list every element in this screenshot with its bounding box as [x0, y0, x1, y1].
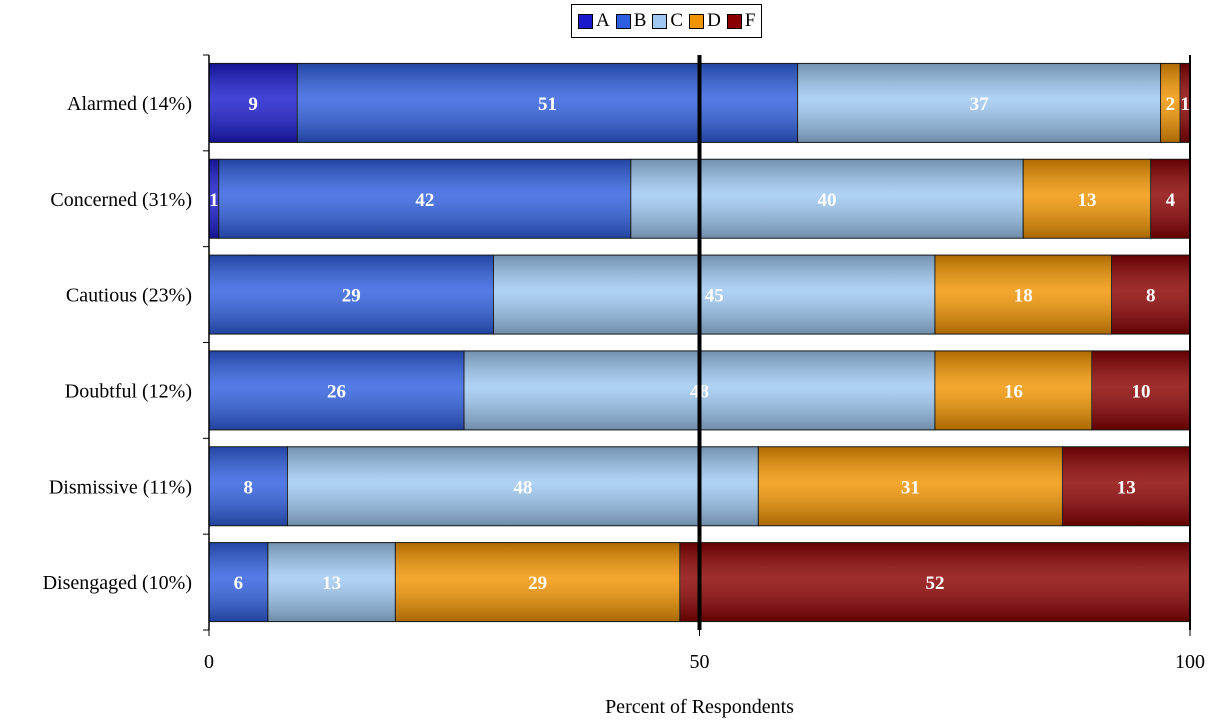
x-tick-label: 0: [204, 651, 214, 673]
data-label: 31: [901, 477, 920, 498]
legend-item: F: [726, 10, 756, 32]
legend-swatch: [652, 13, 668, 29]
data-label: 1: [209, 190, 219, 211]
data-label: 29: [528, 573, 547, 594]
data-label: 52: [925, 573, 944, 594]
category-label: Disengaged (10%): [43, 572, 192, 594]
data-label: 13: [1077, 190, 1096, 211]
data-label: 29: [342, 286, 361, 307]
category-label: Alarmed (14%): [67, 93, 192, 115]
data-label: 48: [513, 477, 532, 498]
data-label: 2: [1166, 94, 1176, 115]
x-tick-label: 100: [1175, 651, 1205, 673]
data-label: 40: [818, 190, 837, 211]
category-label: Doubtful (12%): [65, 380, 192, 402]
legend-item: A: [578, 10, 610, 32]
data-label: 9: [248, 94, 258, 115]
legend-swatch: [578, 13, 593, 29]
category-label: Concerned (31%): [50, 189, 192, 211]
data-label: 6: [234, 573, 244, 594]
legend-swatch: [615, 13, 631, 29]
x-tick-label: 50: [690, 651, 710, 673]
legend-item: D: [689, 10, 721, 32]
legend-swatch: [726, 13, 742, 29]
data-label: 51: [538, 94, 557, 115]
data-label: 4: [1166, 190, 1176, 211]
data-label: 1: [1180, 94, 1190, 115]
category-label: Dismissive (11%): [49, 476, 192, 498]
legend-swatch: [689, 13, 705, 29]
legend-label: A: [596, 10, 610, 31]
data-label: 16: [1004, 381, 1023, 402]
data-label: 42: [415, 190, 434, 211]
legend-label: B: [633, 10, 647, 31]
data-label: 26: [327, 381, 346, 402]
category-label: Cautious (23%): [66, 285, 192, 307]
legend-item: B: [615, 10, 647, 32]
legend-label: C: [670, 10, 684, 31]
data-label: 13: [322, 573, 341, 594]
data-label: 18: [1014, 286, 1033, 307]
data-label: 45: [705, 286, 724, 307]
data-label: 8: [1146, 286, 1156, 307]
data-label: 13: [1117, 477, 1136, 498]
data-label: 10: [1131, 381, 1150, 402]
legend-item: C: [652, 10, 683, 32]
legend-label: D: [707, 10, 721, 31]
data-label: 8: [243, 477, 253, 498]
data-label: 37: [970, 94, 990, 115]
legend-label: F: [744, 10, 756, 31]
